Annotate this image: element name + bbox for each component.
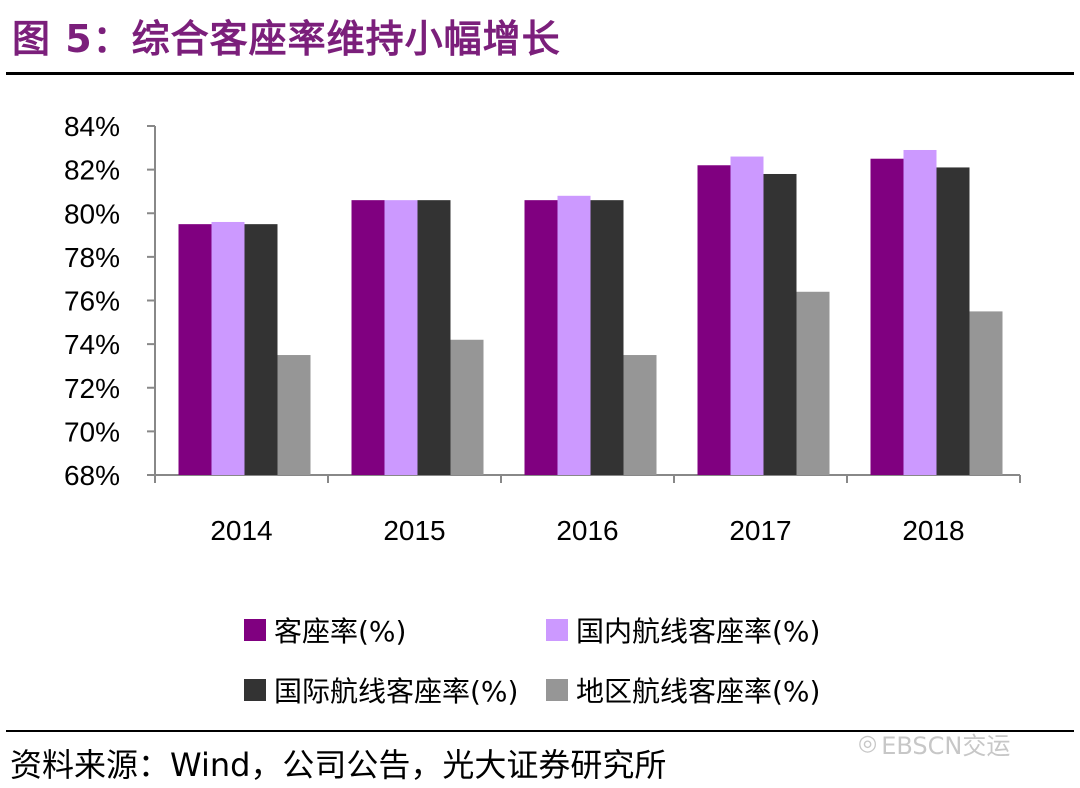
bar <box>524 200 558 475</box>
bar <box>450 339 484 475</box>
bar <box>351 200 385 475</box>
bar <box>623 355 657 475</box>
bar <box>277 355 311 475</box>
bar <box>211 221 245 475</box>
legend-item-domestic: 国内航线客座率(%) <box>546 610 820 650</box>
y-tick-label: 68% <box>64 460 120 491</box>
wechat-icon: ◎ <box>858 731 878 756</box>
y-tick-label: 84% <box>64 111 120 142</box>
bar <box>244 224 278 475</box>
bar <box>796 291 830 475</box>
y-tick-label: 70% <box>64 416 120 447</box>
bar <box>936 167 970 475</box>
watermark: ◎ EBSCN交运 <box>858 726 1010 761</box>
legend-swatch-overall <box>244 619 266 641</box>
bar-chart: 68% 70% 72% 74% 76% 78% 80% 82% 84% 2014 2015 2016 2… <box>64 111 1021 546</box>
bar <box>697 165 731 475</box>
y-tick-label: 78% <box>64 242 120 273</box>
x-tick-label: 2017 <box>729 515 791 546</box>
bar <box>903 149 937 475</box>
bar <box>730 156 764 475</box>
legend-swatch-international <box>244 679 266 701</box>
bar <box>763 173 797 476</box>
y-tick-label: 80% <box>64 198 120 229</box>
legend-label-regional: 地区航线客座率(%) <box>576 675 821 708</box>
x-tick-label: 2016 <box>556 515 618 546</box>
x-tick-label: 2014 <box>210 515 272 546</box>
bar <box>384 200 418 475</box>
x-tick-label: 2018 <box>902 515 964 546</box>
legend-item-regional: 地区航线客座率(%) <box>546 670 820 710</box>
bar <box>178 224 212 475</box>
legend-item-overall: 客座率(%) <box>244 610 406 650</box>
bar <box>557 195 591 476</box>
legend-item-international: 国际航线客座率(%) <box>244 670 518 710</box>
legend-label-domestic: 国内航线客座率(%) <box>576 615 821 648</box>
legend-swatch-regional <box>546 679 568 701</box>
bar <box>870 158 904 475</box>
watermark-text: EBSCN交运 <box>881 732 1011 760</box>
y-tick-label: 82% <box>64 155 120 186</box>
legend-label-international: 国际航线客座率(%) <box>274 675 519 708</box>
bar <box>969 311 1003 475</box>
bar <box>417 200 451 475</box>
legend-swatch-domestic <box>546 619 568 641</box>
legend-label-overall: 客座率(%) <box>274 615 407 648</box>
source-note: 资料来源：Wind，公司公告，光大证券研究所 <box>10 746 667 784</box>
y-tick-label: 74% <box>64 329 120 360</box>
bar <box>590 200 624 475</box>
y-tick-label: 72% <box>64 373 120 404</box>
bottom-rule <box>6 730 1074 732</box>
figure-title: 图 5：综合客座率维持小幅增长 <box>12 17 561 61</box>
y-tick-label: 76% <box>64 286 120 317</box>
top-rule <box>6 72 1074 75</box>
x-tick-label: 2015 <box>383 515 445 546</box>
